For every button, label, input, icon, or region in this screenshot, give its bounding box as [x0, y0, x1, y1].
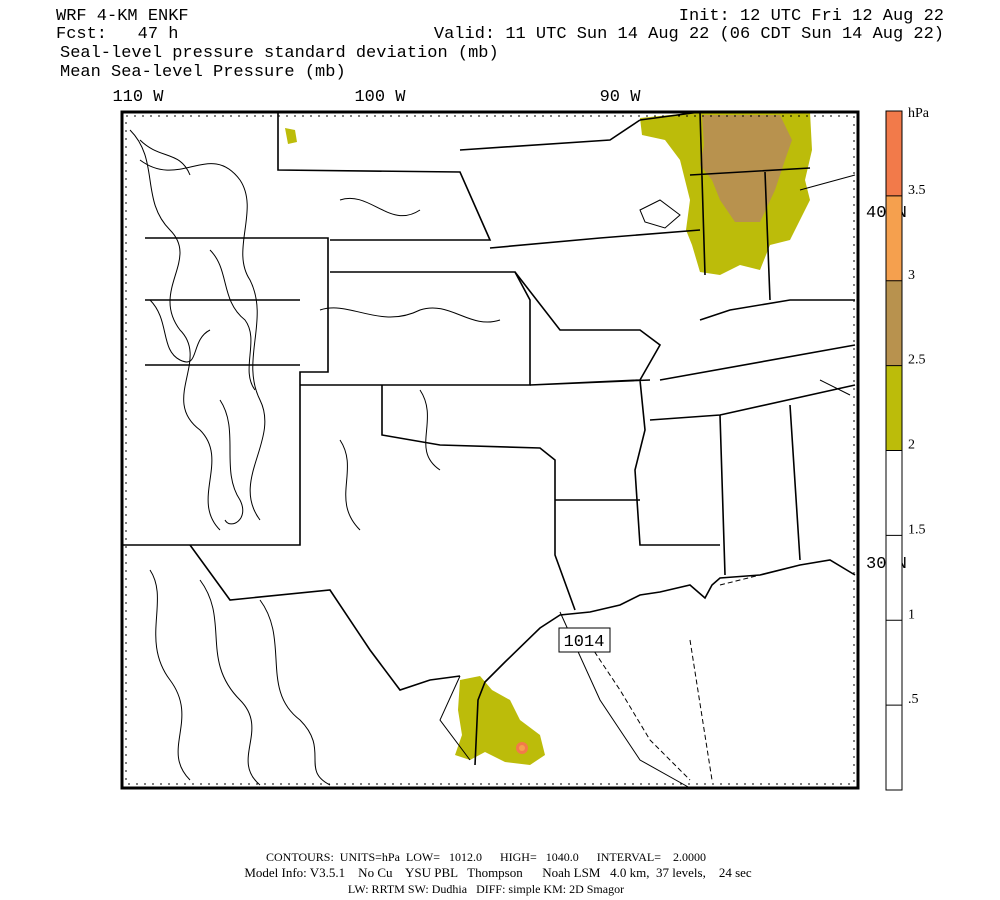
- footer-model-info: Model Info: V3.5.1 No Cu YSU PBL Thompso…: [244, 865, 752, 880]
- map: 1014: [120, 110, 860, 790]
- state-border: [277, 112, 576, 611]
- map-ticks: [125, 115, 855, 785]
- valid-time: Valid: 11 UTC Sun 14 Aug 22 (06 CDT Sun …: [434, 25, 944, 44]
- forecast-hour: Fcst: 47 h: [56, 25, 178, 44]
- footer-physics: LW: RRTM SW: Dudhia DIFF: simple KM: 2D …: [348, 882, 624, 896]
- footer-contours: CONTOURS: UNITS=hPa LOW= 1012.0 HIGH= 10…: [266, 850, 706, 864]
- pressure-contour: [129, 129, 501, 786]
- pressure-contour: [139, 139, 256, 525]
- colorbar-band: [886, 111, 902, 196]
- state-border: [122, 299, 461, 691]
- longitude-label: 90 W: [600, 88, 642, 107]
- colorbar-tick-label: 1: [908, 607, 915, 622]
- state-border: [459, 119, 720, 546]
- colorbar-tick-label: 2: [908, 438, 915, 453]
- colorbar-tick-label: .5: [908, 692, 919, 707]
- colorbar-tick-label: 3.5: [908, 183, 926, 198]
- border: [589, 564, 801, 781]
- colorbar: hPa .5 1 1.5 2 2.5 3 3.5: [885, 106, 930, 791]
- colorbar-tick-label: 2.5: [908, 353, 926, 368]
- colorbar-band: [886, 280, 902, 366]
- field-title: Mean Sea-level Pressure (mb): [60, 63, 346, 82]
- map-frame: [120, 110, 860, 790]
- shaded-region: [700, 115, 792, 222]
- longitude-label: 110 W: [112, 88, 164, 107]
- contour-label: 1014: [564, 633, 605, 652]
- shaded-region: [285, 128, 297, 144]
- longitude-label: 100 W: [354, 88, 406, 107]
- pressure-contour: [439, 174, 856, 789]
- shaded-region: [519, 745, 525, 751]
- colorbar-tick-label: 3: [908, 268, 915, 283]
- contour-label-box: [558, 627, 611, 653]
- colorbar-tick-label: 1.5: [908, 522, 926, 537]
- colorbar-band: [886, 365, 902, 451]
- field-title: Seal-level pressure standard deviation (…: [60, 44, 499, 63]
- init-time: Init: 12 UTC Fri 12 Aug 22: [679, 7, 944, 26]
- colorbar-band: [886, 195, 902, 281]
- colorbar-unit: hPa: [908, 106, 930, 121]
- model-name: WRF 4-KM ENKF: [56, 7, 189, 26]
